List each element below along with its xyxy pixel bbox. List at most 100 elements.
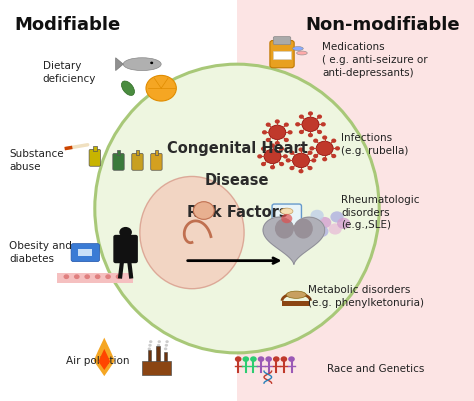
FancyBboxPatch shape [89,150,100,166]
Circle shape [284,138,289,142]
Circle shape [330,211,344,223]
Circle shape [331,139,336,143]
Bar [0,0,237,401]
FancyBboxPatch shape [71,244,100,262]
Circle shape [164,347,167,350]
Circle shape [243,356,249,362]
Bar [78,249,92,256]
Text: Substance
abuse: Substance abuse [9,149,64,172]
Circle shape [273,356,280,362]
Text: Medications
( e.g. anti-seizure or
anti-depressants): Medications ( e.g. anti-seizure or anti-… [322,43,428,78]
Circle shape [295,122,300,126]
Ellipse shape [140,176,244,289]
Ellipse shape [297,51,307,55]
Circle shape [270,144,275,148]
Circle shape [116,274,121,279]
Ellipse shape [95,64,379,353]
Circle shape [149,340,153,343]
Ellipse shape [281,208,293,215]
Circle shape [316,141,333,156]
Circle shape [321,122,326,126]
Ellipse shape [292,47,303,51]
Text: Dietary
deficiency: Dietary deficiency [43,61,96,83]
Circle shape [317,130,322,134]
FancyBboxPatch shape [272,204,301,233]
FancyBboxPatch shape [132,154,143,170]
Circle shape [299,130,304,134]
Text: Infections
(e.g. rubella): Infections (e.g. rubella) [341,133,409,156]
Circle shape [331,154,336,158]
Ellipse shape [281,223,293,229]
Bar [147,350,151,361]
Circle shape [105,274,111,279]
Text: Rheumatologic
disorders
(e.g.,SLE): Rheumatologic disorders (e.g.,SLE) [341,195,420,230]
Text: Race and Genetics: Race and Genetics [327,364,424,374]
Circle shape [308,111,313,115]
Circle shape [269,125,286,140]
Circle shape [95,274,100,279]
Text: Metabolic disorders
(e.g. phenylketonuria): Metabolic disorders (e.g. phenylketonuri… [308,286,424,308]
Circle shape [288,356,295,362]
Circle shape [193,202,214,219]
Circle shape [235,356,241,362]
Bar [136,150,139,155]
Circle shape [290,166,294,170]
Bar [273,51,291,59]
Bar [156,346,160,361]
Circle shape [299,115,304,119]
Circle shape [308,151,312,155]
Text: Air pollution: Air pollution [66,356,130,366]
Circle shape [262,130,267,134]
Circle shape [281,214,292,223]
Circle shape [156,347,160,350]
Circle shape [283,154,288,158]
Circle shape [164,344,168,347]
Circle shape [258,356,264,362]
Circle shape [279,147,284,151]
Circle shape [261,147,266,151]
FancyBboxPatch shape [113,235,138,263]
FancyBboxPatch shape [113,154,124,170]
Circle shape [317,115,322,119]
Circle shape [310,210,324,221]
Circle shape [313,154,318,158]
Circle shape [281,356,287,362]
Bar [142,361,171,375]
Bar [164,352,167,361]
Bar [237,0,474,401]
Polygon shape [116,58,123,71]
Circle shape [290,151,294,155]
Text: Non-modifiable: Non-modifiable [305,16,460,34]
Circle shape [147,347,151,350]
Circle shape [146,75,176,101]
Circle shape [328,223,342,235]
Circle shape [264,149,281,164]
Ellipse shape [121,81,135,95]
Bar [117,150,120,155]
Circle shape [250,356,257,362]
Circle shape [261,162,266,166]
Circle shape [265,356,272,362]
Polygon shape [99,349,110,370]
FancyBboxPatch shape [270,41,294,68]
Circle shape [157,344,160,347]
Circle shape [284,123,289,127]
Text: Disease: Disease [205,173,269,188]
Circle shape [157,340,161,343]
Circle shape [275,141,280,145]
Ellipse shape [294,219,313,239]
Bar [155,150,158,155]
Circle shape [288,130,292,134]
Bar [93,146,97,151]
Circle shape [84,274,90,279]
Circle shape [308,133,313,137]
Text: Modifiable: Modifiable [14,16,120,34]
Ellipse shape [123,58,161,71]
Circle shape [315,226,328,237]
Circle shape [275,119,280,124]
FancyBboxPatch shape [151,154,162,170]
Circle shape [279,162,284,166]
Circle shape [266,138,271,142]
Circle shape [257,154,262,158]
Circle shape [322,157,327,161]
